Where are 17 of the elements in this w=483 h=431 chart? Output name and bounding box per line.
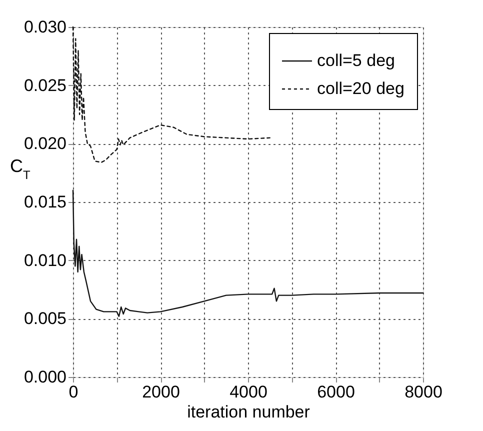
legend-label: coll=5 deg — [317, 51, 395, 70]
y-tick-label: 0.015 — [24, 192, 66, 212]
y-tick-label: 0.030 — [24, 18, 66, 36]
y-tick-label: 0.000 — [24, 368, 66, 386]
x-tick-label: 4000 — [230, 382, 268, 402]
x-tick-label: 2000 — [142, 382, 180, 402]
y-tick-label: 0.025 — [24, 76, 66, 95]
x-tick-label: 0 — [68, 382, 78, 402]
y-tick-label: 0.010 — [24, 250, 66, 270]
x-axis-title: iteration number — [187, 402, 310, 422]
y-tick-label: 0.020 — [24, 134, 66, 154]
x-tick-label: 6000 — [317, 382, 355, 402]
legend-label: coll=20 deg — [317, 79, 404, 98]
x-tick-label: 8000 — [404, 382, 442, 402]
y-tick-label: 0.005 — [24, 309, 66, 328]
line-series — [72, 190, 424, 317]
line-series — [72, 26, 270, 163]
